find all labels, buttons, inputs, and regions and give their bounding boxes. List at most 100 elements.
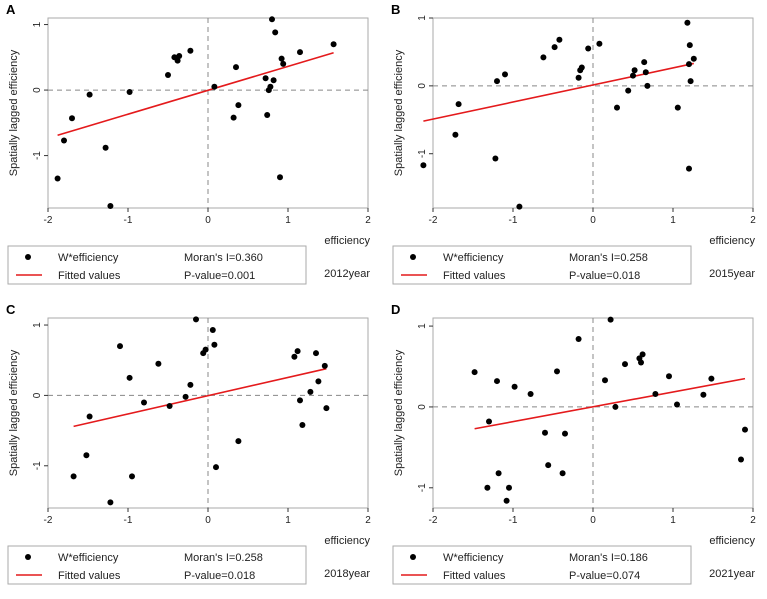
legend-point-label: W*efficiency [58,552,119,564]
data-point [126,89,133,96]
data-point [545,462,552,469]
data-point [264,111,271,118]
data-point [690,55,697,62]
data-point [141,399,147,406]
y-tick-label: 0 [32,392,43,398]
x-axis-label: efficiency [324,235,370,247]
data-point [86,91,93,98]
data-point [277,174,283,181]
data-point [700,391,707,398]
data-point [102,144,109,151]
legend-point-marker [410,254,416,260]
x-tick-label: 0 [590,515,596,526]
year-label: 2015year [709,268,755,280]
data-point [494,78,500,85]
legend-moran: Moran's I=0.360 [184,252,263,264]
y-axis-label: Spatially lagged efficiency [393,349,405,476]
legend-point-marker [25,254,31,260]
data-point [211,83,218,90]
data-point [503,497,510,504]
data-point [54,175,61,182]
data-point [213,464,219,471]
x-tick-label: 1 [670,215,676,226]
legend-box [7,545,307,585]
x-tick-label: 0 [205,215,211,226]
data-point [272,29,279,36]
data-point [267,83,274,90]
data-point [596,40,603,47]
y-tick-label: 1 [417,15,428,21]
x-tick-label: -1 [509,515,518,526]
data-point [585,45,592,52]
data-point [506,484,512,491]
data-point [575,336,582,343]
data-point [187,47,194,54]
data-point [209,326,216,333]
data-point [233,64,239,71]
panel-letter: A [6,2,16,17]
x-tick-label: -2 [44,215,53,226]
data-point [262,75,269,82]
data-point [554,368,560,375]
data-point [559,470,566,477]
panel-letter: D [391,302,400,317]
data-point [625,87,632,94]
y-axis-label: Spatially lagged efficiency [8,49,20,176]
data-point [86,413,93,420]
legend-moran: Moran's I=0.186 [569,552,648,564]
data-point [641,59,648,66]
data-point [742,426,748,433]
data-point [687,78,694,85]
data-point [562,430,568,437]
x-tick-label: -1 [124,215,133,226]
x-tick-label: -2 [429,215,438,226]
data-point [165,72,171,78]
data-point [495,470,502,477]
data-point [69,115,75,122]
data-point [174,57,181,64]
y-tick-label: 1 [417,323,428,329]
x-tick-label: -2 [429,515,438,526]
data-point [166,402,173,409]
data-point [614,104,620,111]
data-point [556,36,563,43]
x-tick-label: 1 [670,515,676,526]
year-label: 2012year [324,268,370,280]
data-point [642,69,649,76]
x-tick-label: 2 [750,515,756,526]
data-point [117,343,123,350]
data-point [291,353,298,360]
data-point [70,473,77,480]
data-point [155,360,162,367]
x-axis-label: efficiency [324,535,370,547]
data-point [686,42,693,49]
data-point [484,484,491,491]
data-point [684,19,691,26]
data-point [230,114,237,121]
legend-line-label: Fitted values [58,570,121,582]
panel-letter: C [6,302,16,317]
y-tick-label: -1 [417,483,428,492]
data-point [307,388,314,395]
data-point [420,162,427,169]
panel-c: C -2 -1 0 1 2 -1 0 1 Spatially lagged efficiency e… [6,302,371,585]
x-tick-label: -1 [124,515,133,526]
y-tick-label: -1 [32,461,43,470]
data-point [540,54,547,61]
legend-line-label: Fitted values [58,270,121,282]
data-point [235,102,242,109]
fitted-line [423,62,694,122]
data-point [313,350,319,357]
y-tick-label: 1 [32,322,43,328]
data-point [269,16,275,23]
legend-point-label: W*efficiency [58,252,119,264]
data-point [182,393,189,400]
data-point [674,104,681,111]
data-point [202,346,209,353]
data-point [107,499,114,506]
data-point [516,203,523,210]
legend-line-label: Fitted values [443,270,506,282]
data-point [299,421,306,428]
legend-point-label: W*efficiency [443,252,504,264]
data-point [639,351,646,358]
